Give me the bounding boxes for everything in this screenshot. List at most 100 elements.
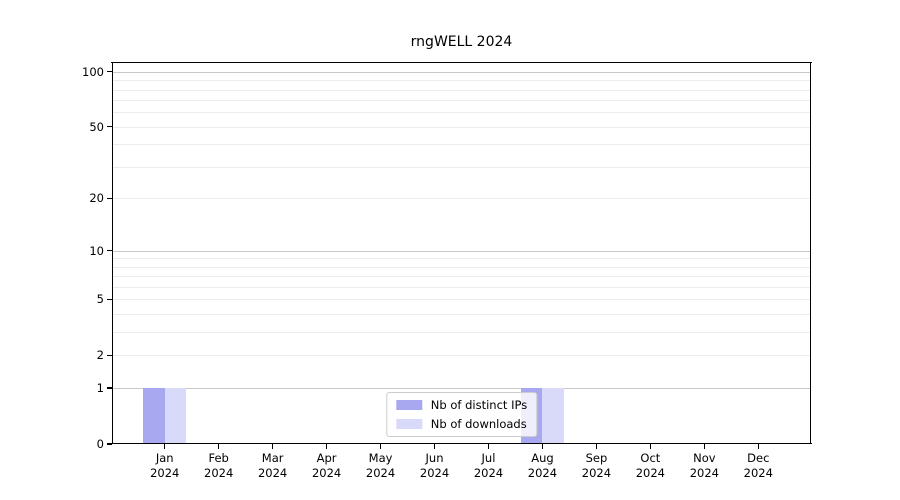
x-tick [272,444,274,449]
x-tick-year: 2024 [365,466,396,480]
legend-label-downloads: Nb of downloads [430,417,527,431]
x-tick-month: Jul [481,451,496,465]
axis-spine-bottom [111,442,812,444]
gridline-minor [112,80,811,82]
gridline-minor [112,287,811,289]
x-tick-label: Nov 2024 [669,451,739,481]
x-tick [487,444,490,449]
x-tick-month: Sep [585,451,608,465]
gridline-minor [112,266,811,268]
x-tick [541,444,544,449]
x-tick-year: 2024 [635,466,665,480]
y-tick [107,249,112,252]
legend-swatch-distinct-ips [395,400,422,410]
x-tick-month: Nov [693,451,716,465]
y-tick-label: 1 [96,381,104,396]
x-tick [757,444,759,449]
x-tick-label: Jul 2024 [453,451,523,481]
x-tick [379,444,382,449]
x-tick-label: Feb 2024 [184,451,254,481]
x-tick-year: 2024 [419,466,450,480]
x-tick [703,444,705,449]
x-tick [595,444,597,449]
x-tick-year: 2024 [257,466,288,480]
x-tick-year: 2024 [311,466,342,480]
y-tick [107,71,112,73]
x-tick-label: Mar 2024 [238,451,308,481]
x-tick-year: 2024 [527,466,558,480]
legend: Nb of distinct IPs Nb of downloads [385,392,538,437]
gridline-major [112,250,811,252]
legend-item-distinct-ips: Nb of distinct IPs [395,398,528,412]
y-tick-label: 100 [82,64,104,79]
y-tick-label: 5 [96,292,104,307]
gridline-minor [112,144,811,146]
x-tick-year: 2024 [150,466,180,480]
y-tick [107,443,112,445]
gridline-minor [112,89,811,91]
y-tick-label: 10 [89,243,104,258]
x-tick-label: Jan 2024 [130,451,200,481]
y-tick-label: 0 [96,437,104,451]
legend-label-distinct-ips: Nb of distinct IPs [430,398,528,412]
x-tick-label: Oct 2024 [615,451,685,481]
x-tick-year: 2024 [204,466,234,480]
axis-spine-left [112,62,114,444]
gridline-minor [112,332,811,334]
chart-title: rngWELL 2024 [410,34,513,50]
x-tick-month: Aug [531,451,554,465]
bar-distinct-ips-jan [143,388,165,444]
y-tick [107,354,112,356]
gridline-minor [112,355,811,357]
y-tick-label: 2 [96,348,104,363]
plot-area: Nb of distinct IPs Nb of downloads 0 1 2 5 1… [82,62,812,480]
bar-downloads-jan [164,388,187,444]
gridline-major [112,388,811,390]
x-tick-year: 2024 [689,466,719,480]
x-tick [649,444,651,449]
y-tick-label: 20 [89,191,104,206]
legend-item-downloads: Nb of downloads [395,417,527,431]
gridline-minor [112,112,811,114]
x-tick-label: Jun 2024 [400,451,470,481]
x-tick-label: Dec 2024 [723,451,793,481]
x-tick-month: Apr [316,451,337,465]
gridline-minor [112,276,811,278]
gridline-minor [112,198,811,200]
x-tick-label: Aug 2024 [507,451,577,481]
x-tick-month: May [368,451,393,465]
y-tick [107,298,112,301]
gridline-major [112,71,811,73]
axis-spine-top [111,62,812,64]
gridline-minor [112,299,811,301]
gridline-minor [112,126,811,128]
legend-swatch-downloads [395,419,422,429]
x-tick-year: 2024 [473,466,504,480]
x-tick-month: Mar [261,451,284,465]
x-tick-year: 2024 [581,466,612,480]
x-tick-month: Jan [155,451,174,465]
x-tick [433,444,436,449]
x-tick-label: Sep 2024 [561,451,631,481]
x-tick-month: Jun [425,451,444,465]
gridline-minor [112,314,811,316]
y-tick [107,197,112,200]
x-tick-month: Feb [208,451,229,465]
gridline-minor [112,167,811,169]
gridline-minor [112,258,811,260]
x-tick [218,444,220,449]
x-tick [164,444,166,449]
x-tick-label: Apr 2024 [292,451,362,481]
x-tick-month: Oct [640,451,661,465]
x-tick-label: May 2024 [346,451,416,481]
x-tick-year: 2024 [743,466,773,480]
y-tick-label: 50 [89,119,104,134]
y-tick [107,126,112,128]
bar-downloads-aug [542,388,565,444]
x-tick-month: Dec [747,451,770,465]
axis-spine-right [809,62,811,444]
y-tick [107,387,112,389]
gridline-minor [112,100,811,102]
x-tick [325,444,328,449]
